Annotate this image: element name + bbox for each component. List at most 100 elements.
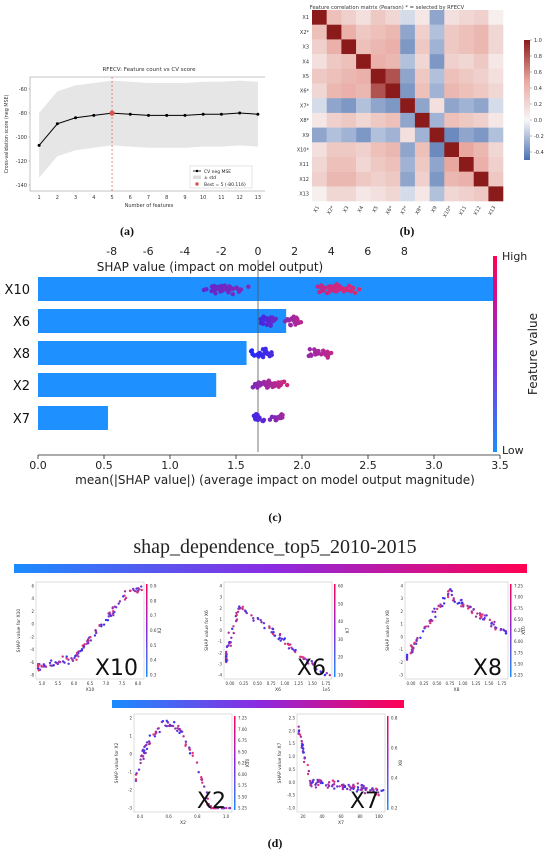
- dep-ytick: 2: [219, 606, 222, 611]
- colorbar-tick-label: 0.6: [534, 70, 542, 76]
- shap-dot: [214, 286, 219, 292]
- heatmap-cell: [414, 98, 430, 114]
- dep-point: [210, 806, 213, 810]
- dep-ytick: 3: [400, 596, 403, 601]
- dep-ctick: 7.00: [238, 727, 247, 732]
- colorbar-tick-label: 1.0: [534, 38, 542, 44]
- heatmap-ylabel: X9: [302, 133, 309, 139]
- dep-ytick: -3: [218, 661, 222, 666]
- dep-point: [369, 789, 372, 792]
- dep-point: [75, 651, 79, 655]
- dep-point: [492, 623, 495, 626]
- dep-point: [113, 605, 117, 608]
- heatmap-xlabel: X5: [371, 205, 380, 214]
- dep-point: [174, 727, 177, 730]
- dep-point: [111, 612, 115, 615]
- caption-c: (c): [268, 510, 282, 524]
- heatmap-cell: [400, 112, 416, 128]
- dep-ytick: 0: [31, 622, 34, 627]
- heatmap-cell: [488, 98, 504, 114]
- heatmap-cell: [414, 10, 430, 25]
- dep-point: [347, 783, 350, 787]
- heatmap-cell: [429, 24, 445, 40]
- heatmap-cell: [473, 68, 489, 84]
- dep-point: [102, 623, 106, 626]
- heatmap-cell: [488, 83, 504, 99]
- dep-point: [112, 614, 115, 617]
- heatmap-cell: [429, 127, 445, 143]
- dep-point: [278, 634, 282, 637]
- heatmap-ylabel: X13: [299, 192, 309, 198]
- dep-point: [446, 593, 450, 597]
- heatmap-cell: [326, 10, 342, 25]
- dep-ctick: 0.8: [391, 716, 398, 721]
- dep-xtick: 8.0: [135, 681, 142, 686]
- heatmap-cell: [429, 157, 445, 172]
- heatmap-xlabel: X6*: [385, 205, 395, 216]
- dep-ctick: 0.9: [150, 584, 157, 589]
- dep-point: [360, 784, 363, 787]
- dep-point: [230, 636, 233, 639]
- dep-point: [158, 730, 161, 734]
- shap-dot: [234, 285, 239, 290]
- dep-point: [382, 789, 385, 792]
- dep-point: [472, 607, 475, 611]
- heatmap-cell: [444, 157, 460, 172]
- dep-point: [310, 659, 313, 663]
- dep-point: [236, 610, 240, 613]
- shap-dot: [264, 316, 269, 321]
- dep-point: [302, 656, 305, 659]
- dep-point: [58, 660, 62, 664]
- dep-xtick: 6.0: [71, 681, 78, 686]
- dep-point: [470, 610, 473, 613]
- shap-dot: [327, 289, 333, 294]
- shap-dot: [218, 283, 224, 289]
- rfecv-plot-frame: [29, 76, 265, 192]
- dep-point: [306, 772, 310, 776]
- dep-point: [316, 780, 319, 784]
- heatmap-cell: [473, 186, 489, 202]
- heatmap-ylabel: X2*: [300, 30, 310, 36]
- dep-ctick: 5.25: [514, 673, 523, 678]
- dep-point: [179, 729, 182, 732]
- dep-point: [229, 644, 233, 647]
- heatmap-cell: [459, 142, 474, 158]
- dep-point: [310, 781, 313, 785]
- shap-dot: [230, 291, 235, 297]
- legend-cv: CV neg MSE: [204, 169, 231, 175]
- heatmap-cell: [385, 68, 401, 84]
- heatmap-cell: [356, 98, 371, 114]
- dep-point: [107, 615, 110, 618]
- shap-summary-chart: -8 -6 -4 -2 0 2 4 6 8 SHAP value (impact on mode…: [5, 245, 540, 487]
- dep-point: [327, 781, 331, 784]
- heatmap-cell: [326, 98, 342, 114]
- dep-big-label: X6: [297, 656, 326, 681]
- dep-colorbar: [387, 716, 389, 810]
- dep-point: [74, 654, 77, 658]
- dep-ytick: -1: [128, 770, 132, 775]
- heatmap-cell: [429, 54, 445, 69]
- dep-ctick: 5.50: [514, 661, 523, 666]
- dep-point: [134, 773, 138, 776]
- dep-point: [305, 658, 308, 661]
- dep-point: [86, 638, 90, 641]
- shap-top-tick: -4: [179, 245, 190, 258]
- dep-point: [356, 786, 360, 789]
- dep-point: [452, 597, 455, 600]
- shap-top-tick: 0: [255, 245, 262, 258]
- dep-xtick: 1.00: [459, 681, 468, 686]
- dep-plot-frame: [404, 581, 509, 680]
- dep-xtick: 7.0: [103, 681, 110, 686]
- dep-point: [61, 655, 64, 658]
- dep-point: [36, 663, 40, 666]
- dep-point: [231, 627, 234, 631]
- heatmap-cell: [444, 54, 460, 69]
- heatmap-cell: [370, 127, 386, 143]
- heatmap-cell: [444, 10, 460, 25]
- dep-cbar-label: X7: [345, 627, 351, 633]
- shap-dot: [268, 323, 273, 328]
- cv-point: [256, 112, 260, 116]
- correlation-heatmap: Feature correlation matrix (Pearson) * =…: [297, 5, 544, 219]
- heatmap-cell: [312, 171, 327, 187]
- dep-xtick: 5.5: [55, 681, 62, 686]
